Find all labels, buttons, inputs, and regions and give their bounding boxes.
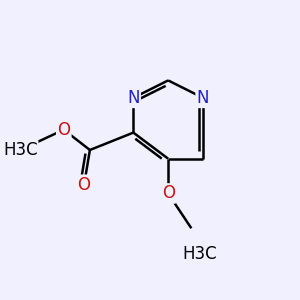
Text: O: O — [57, 121, 70, 139]
Text: N: N — [197, 89, 209, 107]
Text: H3C: H3C — [3, 141, 38, 159]
Text: O: O — [78, 176, 91, 194]
Text: N: N — [127, 89, 140, 107]
Text: H3C: H3C — [183, 245, 218, 263]
Text: O: O — [162, 184, 175, 202]
